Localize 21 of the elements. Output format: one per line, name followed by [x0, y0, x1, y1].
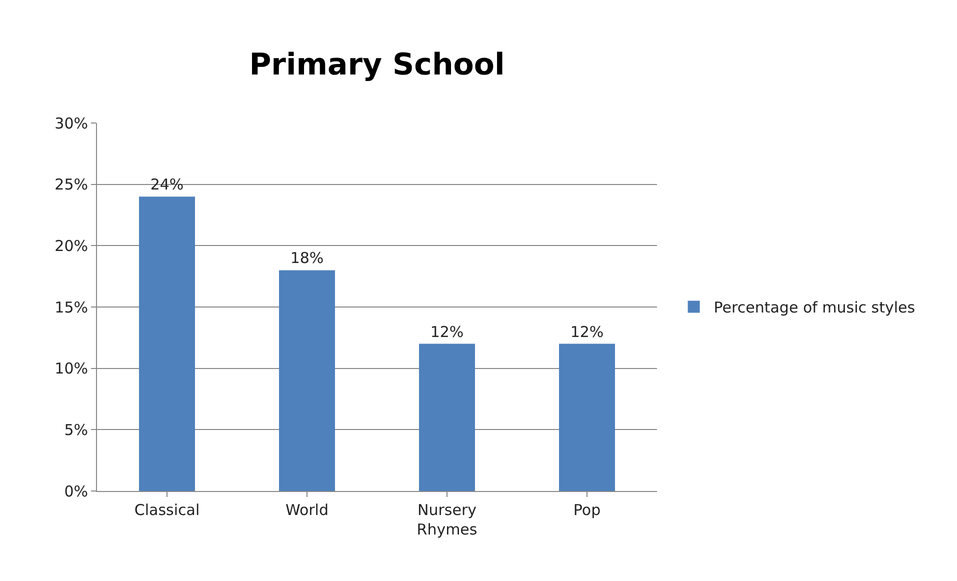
y-tick-label: 10%: [54, 360, 88, 378]
bar: [419, 344, 475, 491]
data-label: 12%: [570, 322, 604, 341]
x-tick-label: Pop: [573, 501, 601, 519]
y-tick-label: 30%: [54, 114, 88, 132]
bar: [279, 270, 335, 491]
y-tick-label: 5%: [64, 420, 88, 439]
chart-title: Primary School: [249, 47, 505, 82]
bar: [559, 344, 615, 491]
x-tick-label: World: [286, 501, 328, 519]
y-tick-label: 20%: [54, 236, 88, 255]
y-tick-label: 0%: [64, 482, 88, 500]
data-label: 12%: [430, 322, 464, 341]
legend-label: Percentage of music styles: [714, 298, 916, 317]
x-tick-label: Classical: [134, 501, 200, 519]
bar: [139, 196, 195, 491]
x-tick-label: Nursery Rhymes: [416, 501, 478, 538]
y-tick-label: 25%: [54, 176, 88, 194]
data-label: 18%: [290, 249, 324, 268]
y-tick-label: 15%: [54, 298, 88, 316]
data-label: 24%: [150, 176, 184, 194]
